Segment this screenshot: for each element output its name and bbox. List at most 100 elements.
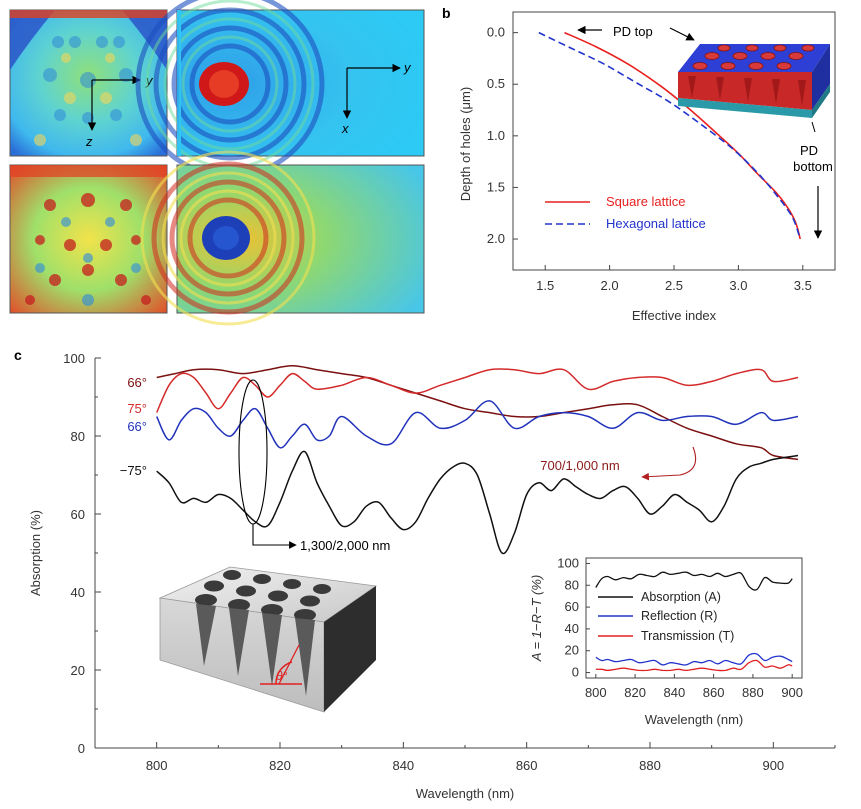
y-tick-label: 0 [78, 741, 85, 756]
y-tick-label: 20 [71, 663, 85, 678]
highlight-ellipse [238, 379, 268, 525]
slab-side-face [324, 586, 376, 712]
inset-x-tick-label: 840 [664, 685, 686, 700]
inset-y-axis-label: A = 1−R−T (%) [529, 575, 544, 663]
pd-top-face [678, 44, 830, 72]
y-tick-label: 0.5 [487, 76, 505, 91]
inset-series-line-2 [595, 659, 793, 672]
inset-y-tick-label: 60 [565, 599, 579, 614]
pd-bottom-label: PD [800, 143, 818, 158]
series-line-2 [156, 400, 799, 449]
series-line-1 [156, 368, 799, 413]
x-tick-label: 900 [762, 758, 784, 773]
slab-hole [236, 585, 256, 597]
pd-hole [717, 44, 731, 52]
pd-bottom-pointer [811, 121, 816, 133]
fieldmap-bottom-right [140, 150, 425, 326]
legend-label: Hexagonal lattice [606, 216, 706, 231]
legend-label: Square lattice [606, 194, 686, 209]
axis-label-y2: y [403, 60, 412, 75]
slab-cone-cuts [196, 604, 315, 696]
y-tick-label: 1.0 [487, 128, 505, 143]
inset-x-tick-label: 900 [781, 685, 803, 700]
pd-top-label: PD top [613, 24, 653, 39]
slab-hole [313, 584, 331, 594]
inset-x-tick-label: 800 [585, 685, 607, 700]
series-angle-label: −75° [120, 463, 147, 478]
inset-legend-label: Reflection (R) [641, 609, 717, 623]
inset-y-tick-label: 100 [557, 555, 579, 570]
y-tick-label: 60 [71, 507, 85, 522]
inset-series-line-1 [595, 652, 793, 666]
slab-hole [261, 604, 283, 616]
y-axis-label: Absorption (%) [28, 510, 43, 596]
series-line-3 [156, 450, 799, 555]
slab-hole [283, 579, 301, 589]
pd-hole [720, 62, 736, 70]
pd-hole [760, 52, 776, 60]
inset-x-axis-label: Wavelength (nm) [645, 712, 744, 727]
x-tick-label: 800 [146, 758, 168, 773]
pd-hole [692, 62, 708, 70]
pd-hole [732, 52, 748, 60]
series-angle-label: 75° [127, 401, 147, 416]
pd-hole [776, 62, 792, 70]
series-line-1 [538, 31, 801, 240]
fieldmap-top-left: y z [9, 9, 168, 157]
y-axis-label: Depth of holes (μm) [458, 87, 473, 201]
y-tick-label: 80 [71, 429, 85, 444]
x-axis-label: Wavelength (nm) [416, 786, 515, 801]
theta-leg [278, 644, 300, 685]
red-arrow [641, 446, 697, 481]
y-tick-label: 0.0 [487, 25, 505, 40]
slab-hole [294, 609, 316, 621]
pd-hole [748, 62, 764, 70]
series-line-0 [564, 31, 801, 240]
pd-hole [704, 52, 720, 60]
panel-a-fieldmaps: y z y x [9, 0, 425, 326]
x-tick-label: 820 [269, 758, 291, 773]
panel-b-letter: b [442, 5, 451, 21]
fieldmap-top-right: y x [135, 0, 425, 179]
pd-hole [801, 44, 815, 52]
pd-holes [692, 44, 815, 70]
inset-y-tick-label: 0 [572, 665, 579, 680]
ellipse-arrow [252, 524, 297, 549]
series-line-0 [156, 365, 799, 461]
pd-hole [773, 44, 787, 52]
inset-legend-label: Transmission (T) [641, 629, 734, 643]
theta-label: θ° [276, 669, 288, 683]
slab-hole [228, 599, 250, 611]
inset-y-tick-label: 80 [565, 577, 579, 592]
series-angle-label: 66° [127, 419, 147, 434]
x-tick-label: 3.0 [729, 278, 747, 293]
pd-hole [745, 44, 759, 52]
x-tick-label: 840 [392, 758, 414, 773]
slab-hole [300, 595, 320, 607]
slab-hole [268, 590, 288, 602]
x-tick-label: 880 [639, 758, 661, 773]
inset-x-tick-label: 820 [624, 685, 646, 700]
axis-label-z: z [85, 134, 93, 149]
y-tick-label: 2.0 [487, 231, 505, 246]
slab-hole [223, 570, 241, 580]
pd-layer-illustration [678, 44, 830, 118]
x-tick-label: 2.5 [665, 278, 683, 293]
pd-hole [788, 52, 804, 60]
inset-legend-label: Absorption (A) [641, 590, 721, 604]
x-tick-label: 860 [516, 758, 538, 773]
panel-c-letter: c [14, 347, 22, 363]
x-axis-label: Effective index [632, 308, 717, 323]
inset-series-line-0 [595, 571, 793, 591]
y-tick-label: 100 [63, 351, 85, 366]
x-tick-label: 3.5 [794, 278, 812, 293]
x-tick-label: 2.0 [601, 278, 619, 293]
red-arrow-label: 700/1,000 nm [540, 458, 620, 473]
series-angle-label: 66° [127, 375, 147, 390]
pd-top-pointer [669, 27, 695, 41]
inset-y-tick-label: 40 [565, 621, 579, 636]
fieldmap-bottom-left [9, 164, 168, 314]
slab-hole [253, 574, 271, 584]
